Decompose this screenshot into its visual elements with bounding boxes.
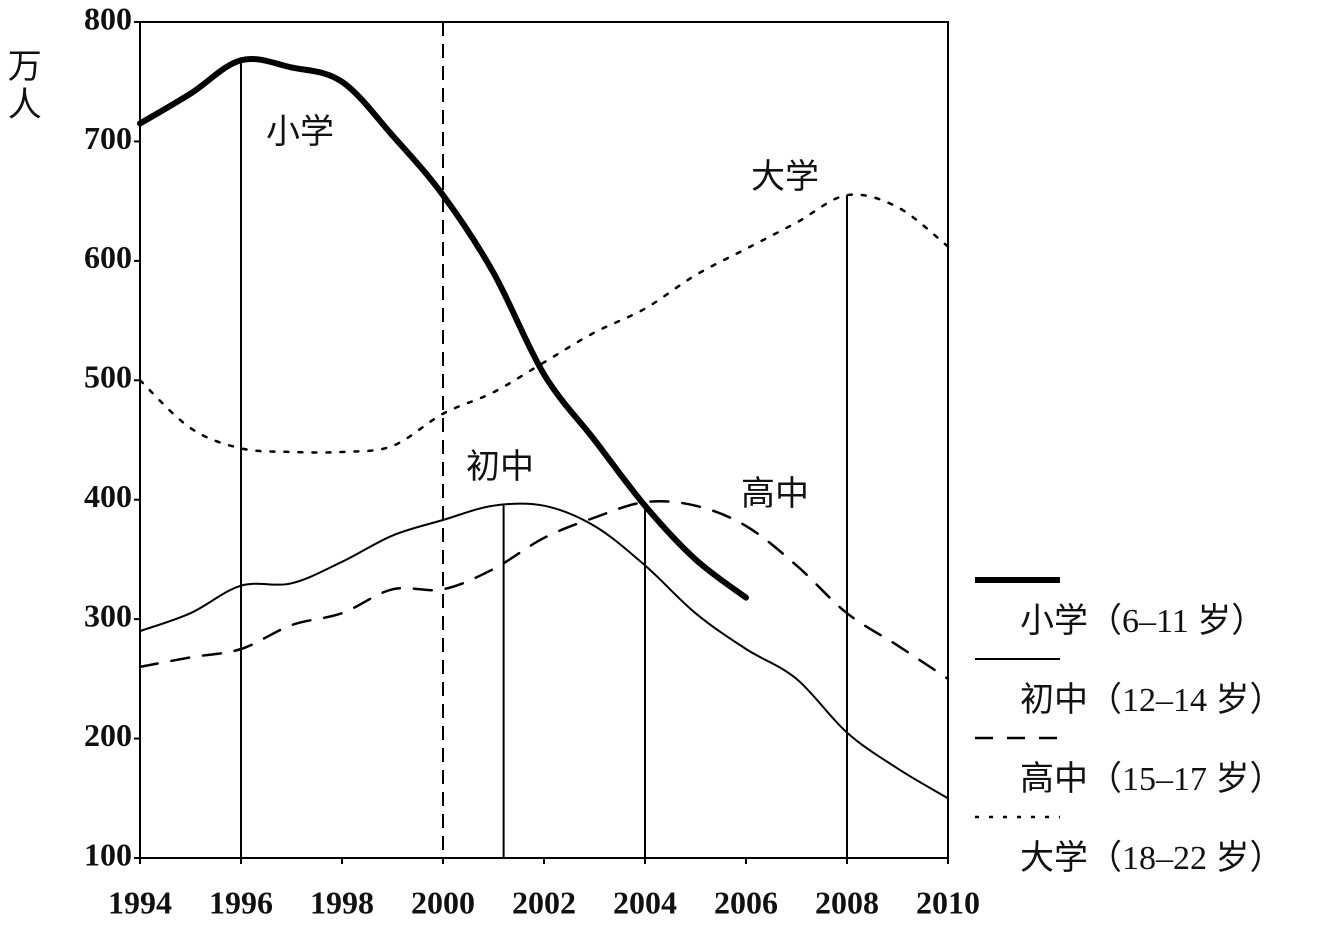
x-tick-label: 2006	[714, 884, 778, 920]
series-line	[138, 500, 950, 681]
legend-label: 初中（12–14 岁）	[1020, 681, 1284, 719]
annotation: 大学	[751, 158, 819, 196]
y-tick-label: 300	[84, 597, 132, 633]
y-tick-label: 600	[84, 239, 132, 275]
y-tick-label: 200	[84, 717, 132, 753]
annotation: 高中	[741, 475, 809, 513]
legend-label: 高中（15–17 岁）	[1020, 760, 1284, 798]
plot-frame	[139, 21, 949, 859]
y-tick-label: 400	[84, 478, 132, 514]
annotation: 初中	[466, 448, 534, 486]
series-line	[138, 193, 950, 454]
y-tick-label: 700	[84, 120, 132, 156]
x-tick-label: 1996	[209, 884, 273, 920]
x-tick-label: 2000	[411, 884, 475, 920]
series-line	[137, 55, 749, 601]
y-tick-label: 800	[84, 0, 132, 36]
y-tick-label: 100	[84, 836, 132, 872]
x-tick-label: 2004	[613, 884, 677, 920]
legend-label: 大学（18–22 岁）	[1020, 839, 1284, 877]
x-tick-label: 1994	[108, 884, 172, 920]
x-tick-label: 2008	[815, 884, 879, 920]
y-tick-label: 500	[84, 359, 132, 395]
x-tick-label: 2002	[512, 884, 576, 920]
x-tick-label: 1998	[310, 884, 374, 920]
y-axis-label: 万人	[2, 48, 40, 124]
series-line	[139, 502, 949, 800]
x-tick-label: 2010	[916, 884, 980, 920]
annotation: 小学	[266, 113, 334, 151]
legend-label: 小学（6–11 岁）	[1020, 602, 1265, 640]
